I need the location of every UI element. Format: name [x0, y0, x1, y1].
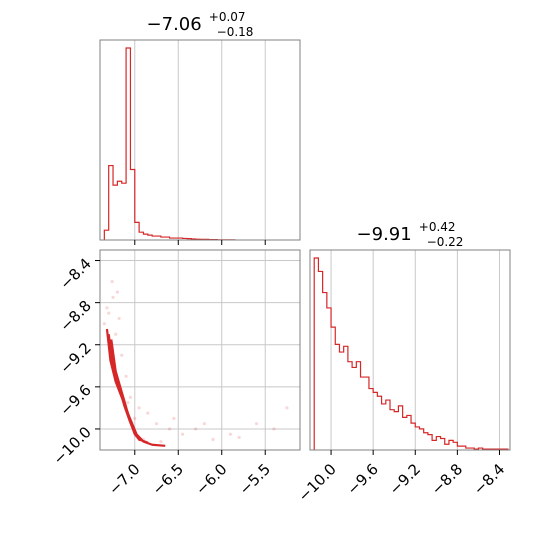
title-top-left-sub: −0.18	[217, 25, 254, 39]
bl-scatter-point	[111, 295, 115, 299]
bl-contour-line	[107, 334, 149, 444]
bl-scatter-point	[167, 427, 172, 431]
axis-frame-bottom-right	[309, 249, 511, 451]
panel-top-left: −7.06 +0.07 −0.18	[99, 6, 301, 245]
title-top-left-main: −7.06	[147, 14, 202, 35]
bl-scatter-point	[181, 432, 185, 436]
title-bottom-right-sup: +0.42	[419, 220, 456, 234]
axis-frame-top-left	[99, 39, 301, 241]
title-top-left-sup: +0.07	[209, 10, 246, 24]
title-bottom-right-sub: −0.22	[427, 235, 464, 249]
bl-contour-line	[105, 328, 166, 447]
bl-scatter-point	[133, 416, 137, 421]
axis-frame-bottom-left	[99, 249, 301, 451]
bl-scatter-point	[110, 279, 114, 284]
br-xtick-label: −10.0	[295, 460, 340, 505]
bl-scatter-point	[126, 401, 130, 405]
br-xtick-label: −9.6	[343, 460, 381, 498]
bl-scatter-point	[128, 395, 133, 399]
br-xtick-label: −8.8	[428, 460, 466, 498]
bl-scatter-point	[172, 416, 176, 421]
bl-scatter-point	[117, 316, 121, 321]
tl-histogram	[103, 47, 236, 241]
bl-scatter-point	[105, 306, 109, 310]
br-histogram	[313, 257, 509, 450]
panel-bottom-left: −7.0 −6.5 −6.0 −5.5 −8.4 −8.8 −9.2 −9.6 −10.0	[50, 249, 301, 499]
bl-xtick-label: −5.5	[236, 460, 274, 498]
bl-scatter-point	[137, 406, 141, 410]
bl-ytick-label: −9.6	[56, 381, 94, 419]
panel-bottom-right: −10.0 −9.6 −9.2 −8.8 −8.4 −9.91 +0.42 −0.22	[295, 216, 511, 505]
bl-scatter-point	[146, 411, 150, 415]
bl-scatter-point	[115, 290, 119, 294]
bl-xtick-label: −7.0	[105, 460, 143, 498]
br-xtick-label: −9.2	[386, 460, 424, 498]
bl-scatter-point	[124, 374, 128, 378]
title-bottom-right-main: −9.91	[357, 224, 412, 245]
bl-scatter-point	[254, 422, 259, 426]
title-top-left: −7.06 +0.07 −0.18	[147, 6, 254, 39]
br-xtick-label: −8.4	[470, 460, 508, 498]
bl-scatter-point	[272, 427, 276, 431]
bl-scatter-point	[154, 422, 159, 426]
bl-ytick-label: −10.0	[50, 423, 95, 468]
bl-xtick-label: −6.0	[192, 460, 230, 498]
bl-scatter-point	[237, 435, 241, 439]
bl-scatter-point	[194, 427, 198, 431]
bl-scatter-point	[285, 406, 289, 410]
bl-scatter-point	[211, 437, 215, 442]
bl-ytick-label: −8.4	[56, 255, 94, 293]
bl-scatter-point	[228, 432, 233, 436]
bl-scatter-point	[102, 322, 106, 326]
title-bottom-right: −9.91 +0.42 −0.22	[357, 216, 464, 249]
bl-scatter-point	[202, 422, 206, 426]
bl-ytick-label: −8.8	[56, 297, 94, 335]
bl-xtick-label: −6.5	[149, 460, 187, 498]
bl-scatter-point	[114, 332, 118, 336]
bl-scatter-point	[159, 439, 163, 444]
bl-scatter-point	[107, 311, 111, 315]
bl-ytick-label: −9.2	[56, 339, 94, 377]
bl-scatter-point	[120, 353, 124, 357]
bl-contour-line	[110, 339, 141, 442]
